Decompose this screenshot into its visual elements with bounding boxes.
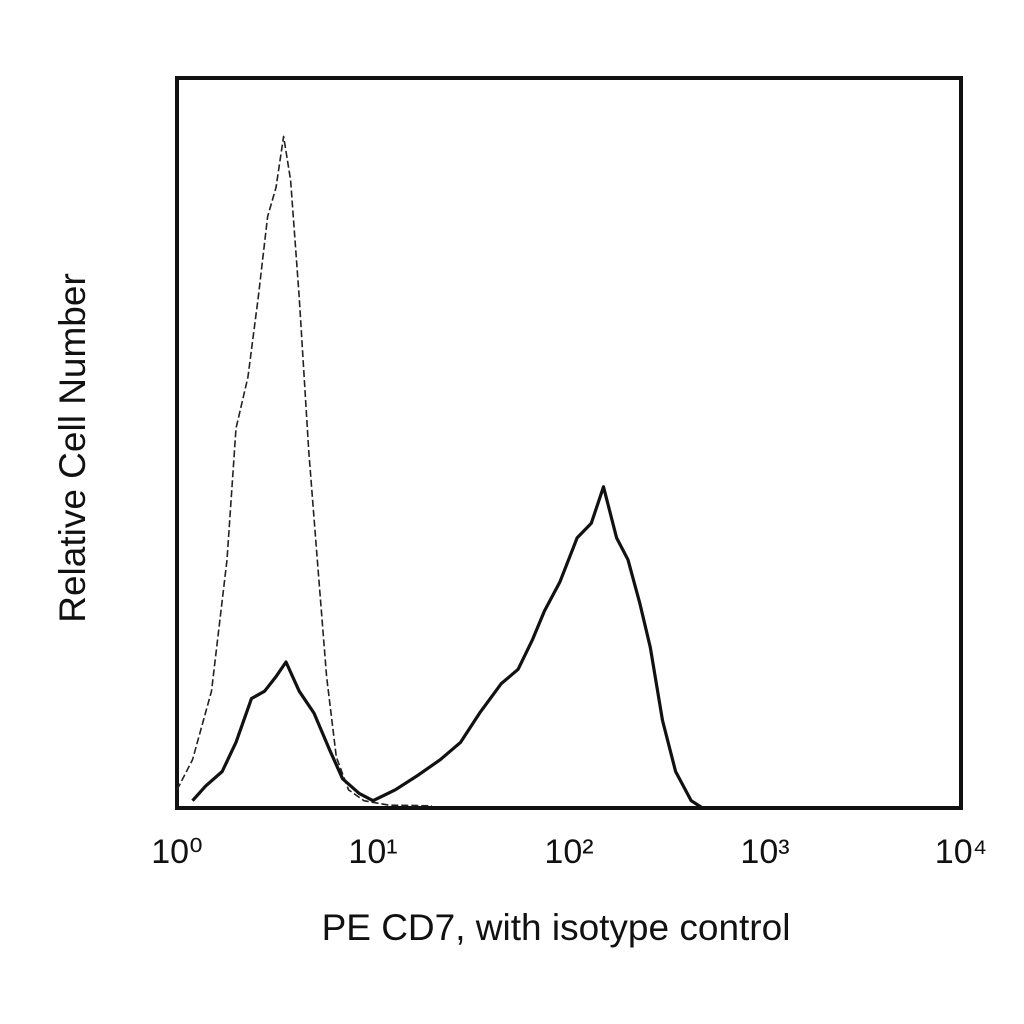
x-axis-label: PE CD7, with isotype control: [322, 907, 791, 948]
histogram-line: [176, 135, 433, 807]
x-tick-label: 10¹: [348, 833, 397, 871]
histogram-line: [191, 485, 704, 810]
y-axis-label: Relative Cell Number: [52, 273, 93, 623]
plot-frame: [175, 76, 963, 810]
x-tick-label: 10⁰: [151, 833, 202, 871]
x-tick-label: 10⁴: [935, 833, 987, 871]
x-tick-label: 10²: [544, 833, 593, 871]
x-tick-label: 10³: [740, 833, 789, 871]
